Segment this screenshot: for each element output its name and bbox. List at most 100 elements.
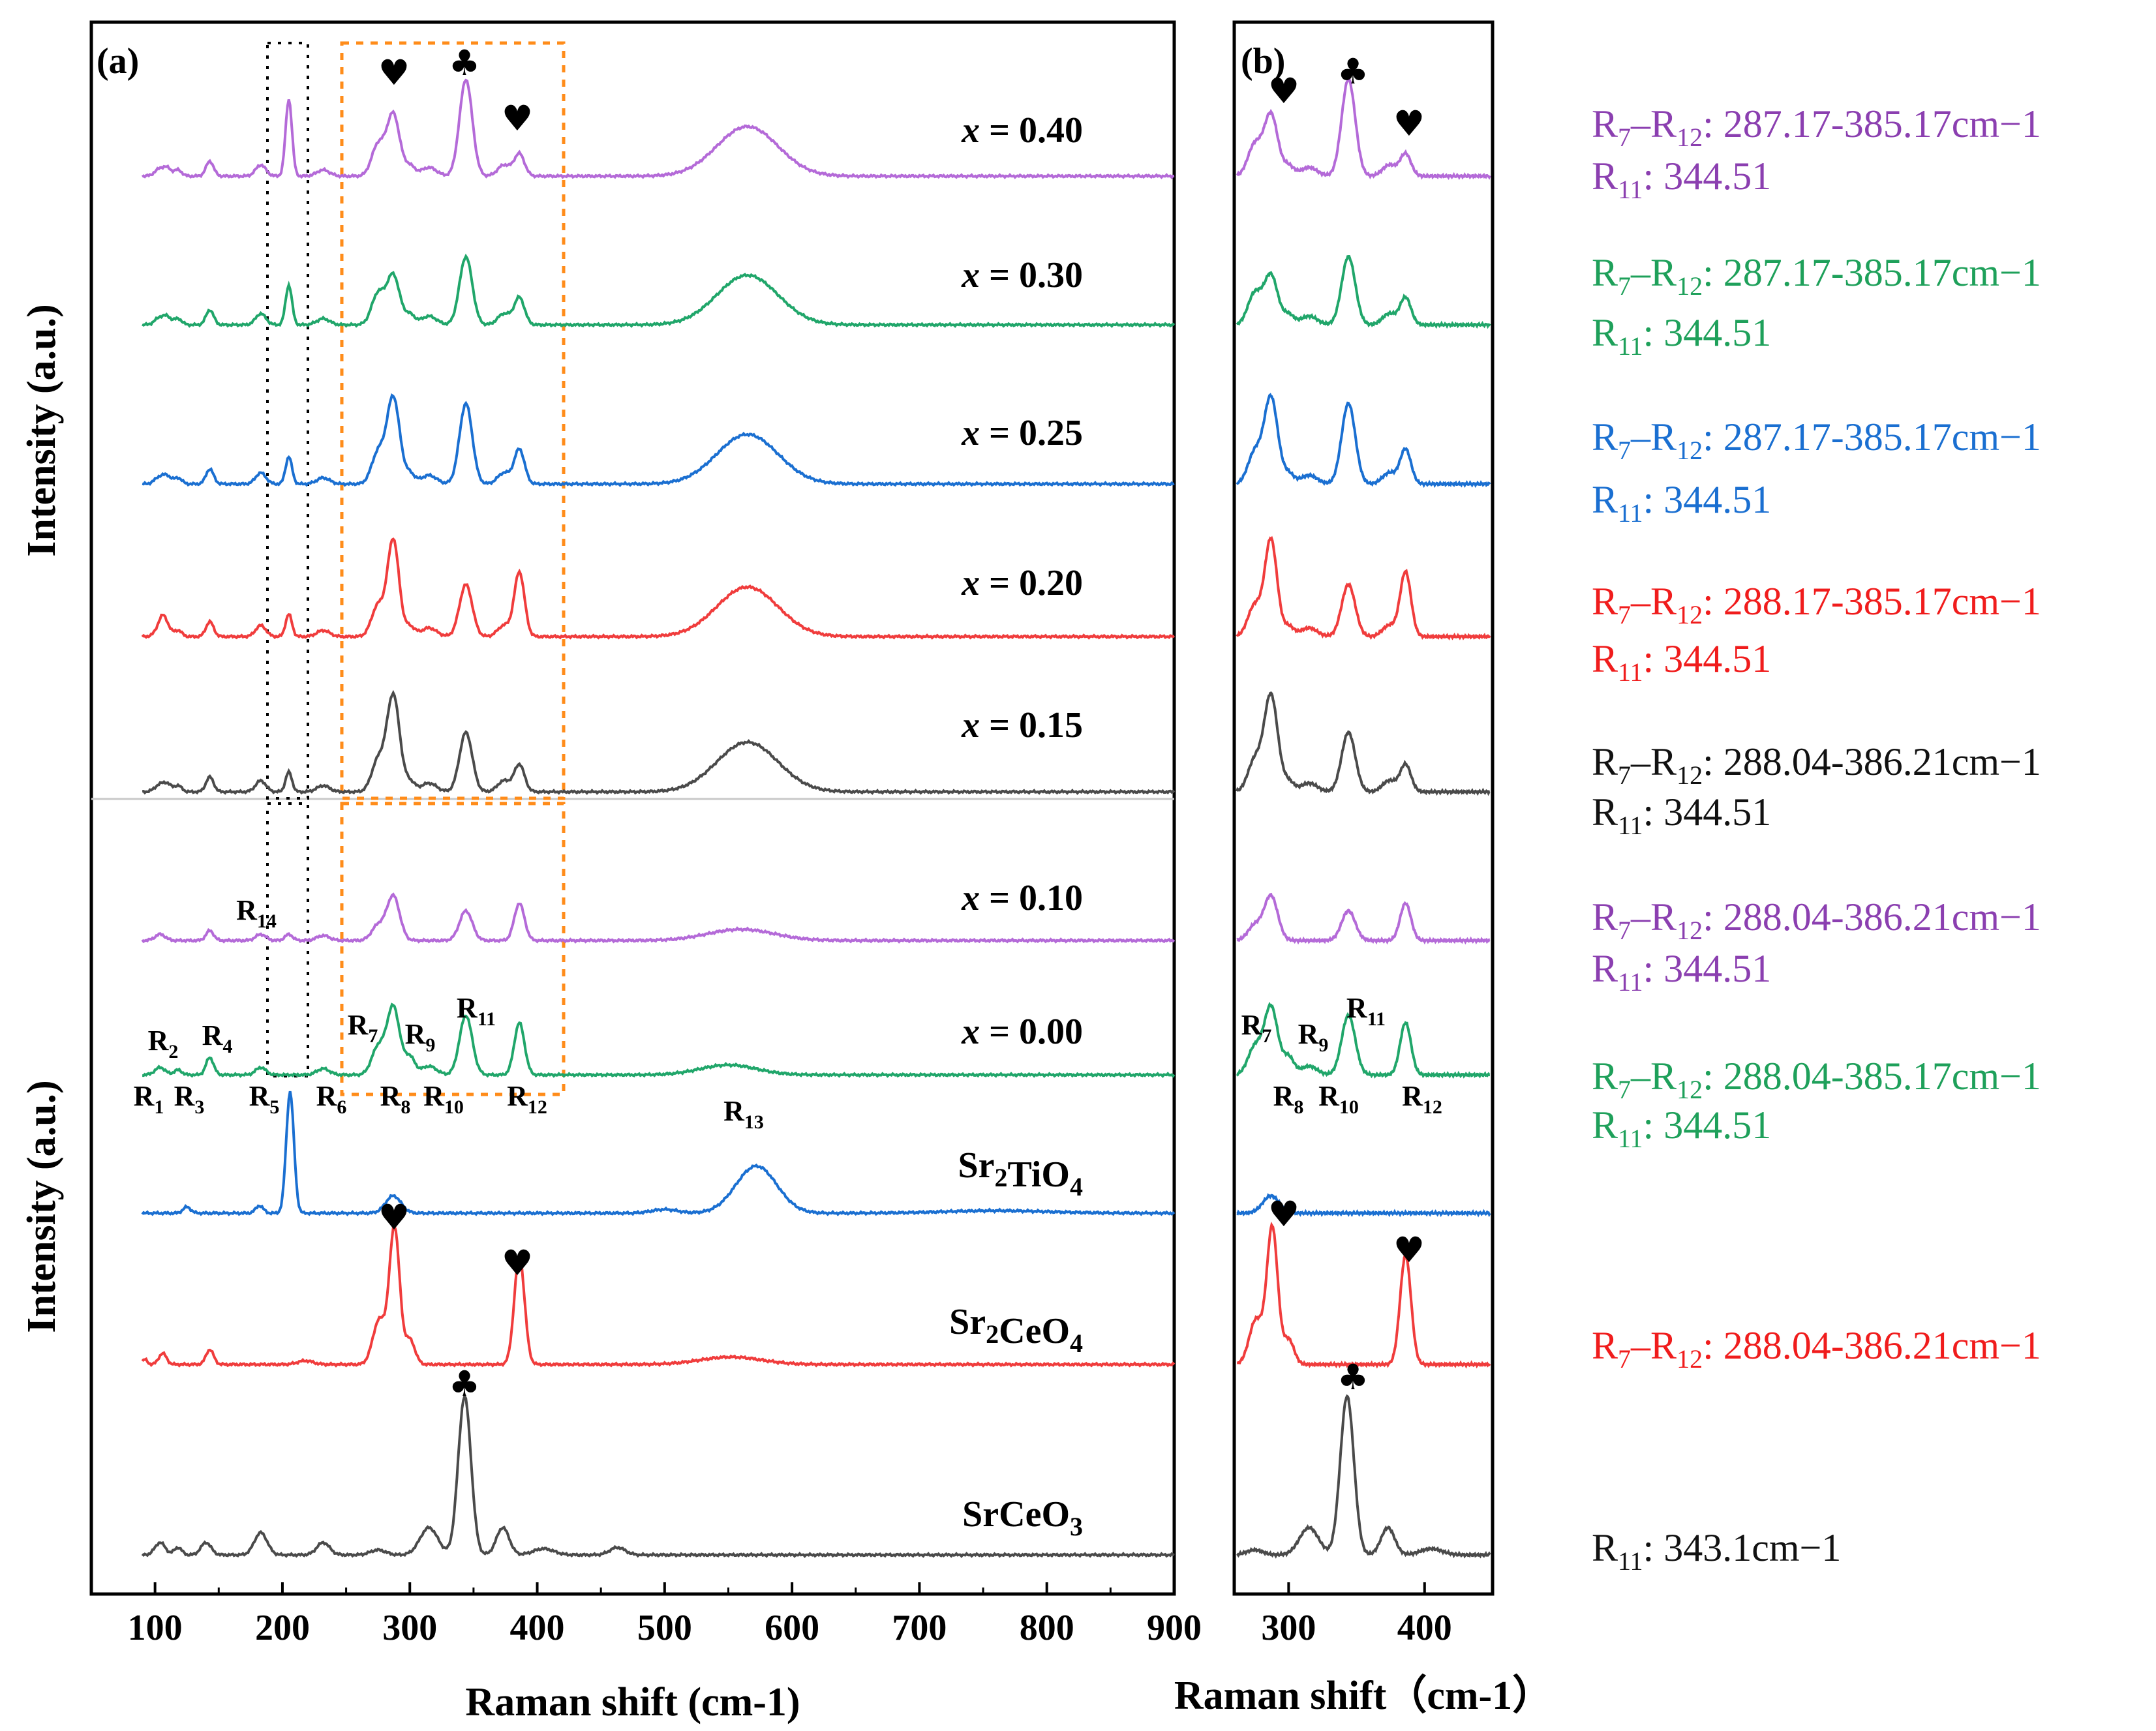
spectrum-line-a-1 [142,253,1176,328]
peak-label-a-R10: R10 [423,1080,464,1118]
panel-b-frame [1232,20,1495,1596]
annotation-range: R7–R12: 288.04-385.17cm−1 [1592,1055,2041,1104]
x-axis-title-b: Raman shift（cm-1） [1174,1672,1553,1718]
spectrum-line-b-5 [1236,892,1491,945]
x-tick-label-a: 700 [892,1608,947,1648]
annotation-r11: R11: 343.1cm−1 [1592,1526,1841,1576]
r7-r12-highlight-box-bottom [340,802,566,1096]
spectrum-line-b-8 [1237,1221,1491,1369]
panel-a-frame [89,20,1176,1596]
peak-label-a-R14: R14 [236,894,277,932]
r5-r6-highlight-box-top [266,42,309,800]
peak-label-b-R10: R10 [1318,1080,1359,1118]
heart-marker-icon: ♥ [502,1242,533,1284]
y-axis-title-bottom: Intensity (a.u.) [20,1080,64,1333]
peak-label-b-R12: R12 [1402,1080,1442,1118]
spectrum-line-a-2 [142,393,1175,487]
annotation-range: R7–R12: 288.04-386.21cm−1 [1592,740,2041,790]
spectrum-line-a-0 [141,78,1175,179]
annotation-range: R7–R12: 288.04-386.21cm−1 [1592,1324,2041,1374]
r7-r12-highlight-box-top [340,41,566,800]
spectrum-line-b-1 [1236,255,1491,329]
series-labels: x = 0.40 x = 0.30 x = 0.25 x = 0.20 x = 0.15… [949,110,1083,1541]
spectrum-line-a-4 [142,689,1176,795]
annotation-r11: R11: 344.51 [1592,478,1771,528]
peak-label-a-R2: R2 [148,1025,179,1062]
annotation-r11: R11: 344.51 [1592,790,1771,840]
spectra-layer [141,76,1491,1559]
peak-label-a-R1: R1 [134,1080,164,1118]
peak-label-b-R9: R9 [1298,1018,1329,1056]
x-tick-label-b: 300 [1261,1608,1316,1648]
spectrum-line-b-9 [1236,1394,1491,1559]
spectrum-line-b-0 [1236,76,1491,181]
annotation-range: R7–R12: 288.04-386.21cm−1 [1592,896,2041,945]
heart-marker-icon: ♥ [378,1197,410,1238]
x-tick-label-a: 400 [510,1608,565,1648]
panel-b-tag: (b) [1241,41,1285,82]
x-tick-label-a: 500 [637,1608,692,1648]
annotation-r11: R11: 344.51 [1592,311,1771,361]
x-tick-label-a: 800 [1020,1608,1074,1648]
heart-marker-icon: ♥ [1393,1229,1425,1271]
x-tick-label-a: 900 [1147,1608,1202,1648]
peak-label-a-R9: R9 [405,1018,436,1056]
x-tick-label-b: 400 [1397,1608,1452,1648]
series-label: SrCeO3 [962,1494,1083,1541]
x-tick-label-a: 300 [382,1608,437,1648]
heart-marker-icon: ♥ [1393,103,1425,144]
spectrum-line-a-8 [141,1223,1176,1368]
x-tick-label-a: 100 [128,1608,183,1648]
annotation-range: R7–R12: 287.17-385.17cm−1 [1592,102,2041,152]
series-label: Sr2TiO4 [958,1145,1083,1201]
club-marker-icon: ♣ [1337,51,1369,92]
series-label: x = 0.15 [961,705,1083,745]
peak-label-b-R7: R7 [1241,1009,1272,1047]
annotation-r11: R11: 344.51 [1592,637,1771,687]
panel-a-tag: (a) [97,41,139,82]
series-label: x = 0.25 [961,413,1083,453]
annotation-range: R7–R12: 287.17-385.17cm−1 [1592,251,2041,301]
spectrum-line-a-3 [141,537,1176,640]
annotation-r11: R11: 344.51 [1592,947,1771,997]
y-axis-title-top: Intensity (a.u.) [20,304,64,557]
club-marker-icon: ♣ [449,1363,480,1404]
peak-label-a-R11: R11 [457,992,496,1030]
panel-b-ticks: 300 400 [1261,1582,1452,1648]
heart-marker-icon: ♥ [502,98,533,139]
spectrum-line-b-3 [1236,535,1491,640]
heart-marker-icon: ♥ [378,52,410,93]
series-label: x = 0.30 [961,255,1083,295]
spectrum-line-b-6 [1236,1001,1491,1079]
annotation-range: R7–R12: 287.17-385.17cm−1 [1592,415,2041,465]
annotation-range: R7–R12: 288.17-385.17cm−1 [1592,580,2041,629]
series-label: x = 0.10 [961,878,1083,918]
x-axis-title-a: Raman shift (cm-1) [465,1680,800,1724]
spectrum-line-b-4 [1236,691,1491,796]
spectrum-line-a-9 [141,1392,1175,1558]
panel-a-ticks: 100 200 300 400 500 600 700 800 900 [128,1582,1202,1648]
annotation-r11: R11: 344.51 [1592,155,1771,204]
peak-label-a-R12: R12 [507,1080,547,1118]
spectrum-line-a-6 [142,1002,1176,1078]
x-tick-label-a: 600 [765,1608,819,1648]
spectrum-line-b-2 [1236,393,1491,489]
series-label: Sr2CeO4 [949,1302,1083,1358]
peak-label-a-R7: R7 [348,1009,378,1047]
peak-label-a-R13: R13 [723,1095,764,1133]
spectrum-line-a-7 [141,1091,1176,1216]
peak-label-a-R6: R6 [316,1080,347,1118]
spectrum-line-b-7 [1236,1193,1491,1218]
x-tick-label-a: 200 [255,1608,310,1648]
peak-label-a-R4: R4 [202,1019,233,1057]
spectrum-line-a-5 [141,892,1176,944]
peak-label-a-R8: R8 [380,1080,411,1118]
club-marker-icon: ♣ [1337,1357,1369,1398]
series-label: x = 0.20 [961,563,1083,603]
heart-marker-icon: ♥ [1268,70,1299,112]
series-label: x = 0.40 [961,110,1083,151]
